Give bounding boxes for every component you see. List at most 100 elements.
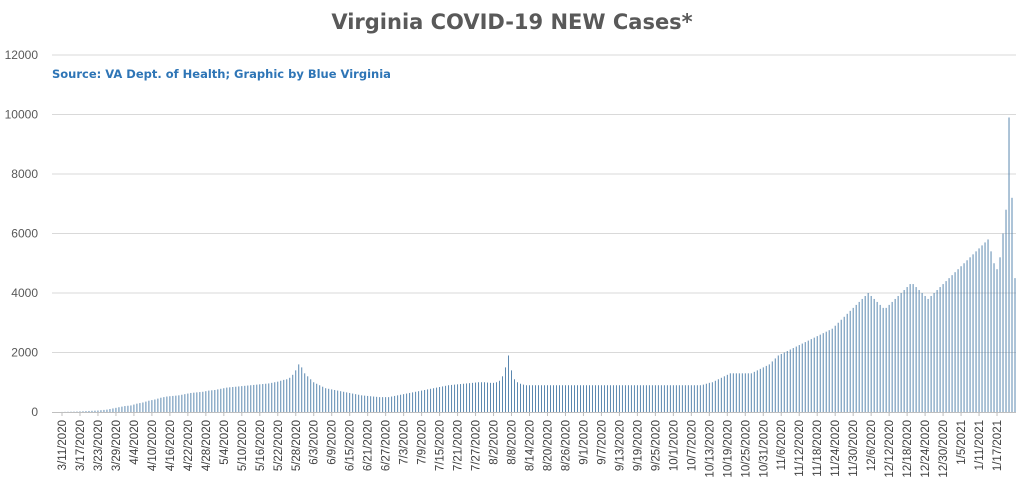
bar (873, 298, 875, 412)
bar (481, 382, 483, 412)
bar (373, 396, 375, 412)
bar (430, 388, 432, 412)
bar (828, 330, 830, 412)
bar (97, 410, 99, 412)
x-tick-label: 3/29/2020 (111, 420, 123, 471)
bar (157, 398, 159, 412)
bar (163, 397, 165, 413)
bar (337, 390, 339, 412)
bar (331, 389, 333, 412)
bar (529, 385, 530, 412)
x-tick-label: 7/15/2020 (435, 420, 447, 471)
x-tick-label: 9/1/2020 (578, 420, 590, 465)
bar (442, 386, 444, 412)
bar (693, 385, 695, 412)
bar (774, 358, 776, 412)
bar (624, 385, 626, 412)
bar (741, 373, 743, 412)
bar (184, 394, 186, 412)
bar (121, 406, 123, 412)
bar (906, 287, 908, 412)
bar (556, 385, 557, 412)
x-tick-label: 3/17/2020 (75, 420, 87, 471)
bar (780, 353, 782, 412)
x-tick-label: 11/12/2020 (794, 420, 806, 477)
x-tick-label: 7/27/2020 (471, 420, 483, 471)
bar (639, 385, 641, 412)
bar (517, 382, 518, 412)
bar (271, 382, 273, 412)
bar (963, 263, 965, 412)
bar (523, 384, 524, 412)
bar (277, 381, 279, 412)
bar (478, 382, 480, 412)
bar (82, 411, 84, 412)
bar (133, 404, 135, 412)
bar (292, 374, 294, 412)
x-tick-label: 8/14/2020 (525, 420, 537, 471)
bar (822, 333, 824, 412)
x-tick-label: 11/18/2020 (812, 420, 824, 477)
bar (846, 313, 848, 412)
x-tick-label: 10/13/2020 (704, 420, 716, 478)
x-tick-label: 12/24/2020 (920, 420, 932, 478)
bar (936, 290, 938, 412)
bar (382, 397, 384, 413)
bar (672, 385, 674, 412)
bar (609, 385, 611, 412)
bar (550, 385, 551, 412)
bar (879, 304, 881, 412)
bar (349, 392, 351, 412)
bar (729, 373, 731, 412)
bar (894, 298, 896, 412)
bar (346, 392, 348, 412)
bar (274, 382, 276, 412)
bar (927, 298, 929, 412)
bar (208, 390, 210, 412)
bar (915, 287, 917, 412)
bar (699, 385, 701, 412)
bar (553, 385, 554, 412)
bar (984, 242, 986, 412)
x-tick-label: 6/15/2020 (345, 420, 357, 471)
bar (834, 325, 836, 412)
bar (975, 251, 977, 412)
bar (211, 390, 213, 412)
bar (397, 395, 399, 412)
bar (145, 401, 147, 412)
y-tick-label: 10000 (5, 108, 39, 122)
bar (759, 368, 761, 412)
bar (1011, 197, 1013, 412)
bar (1008, 117, 1010, 412)
x-tick-label: 5/22/2020 (273, 420, 285, 471)
bar (466, 383, 468, 412)
bar (418, 391, 420, 412)
x-tick-label: 6/21/2020 (363, 420, 375, 471)
bar (79, 411, 81, 412)
bar (112, 408, 114, 412)
y-tick-label: 0 (31, 405, 38, 419)
bar (864, 295, 866, 412)
bar (816, 336, 818, 412)
bar (1005, 209, 1007, 412)
bar (753, 371, 755, 412)
bar (981, 245, 983, 412)
bar (642, 385, 644, 412)
bar (370, 396, 372, 412)
bar (322, 386, 324, 412)
x-tick-label: 10/1/2020 (668, 420, 680, 471)
bar (807, 340, 809, 412)
bar (334, 389, 336, 412)
y-tick-label: 8000 (11, 167, 38, 181)
x-tick-label: 5/10/2020 (237, 420, 249, 471)
bar (681, 385, 683, 412)
bar (882, 307, 884, 413)
bar (325, 388, 327, 412)
bar (301, 367, 303, 413)
bar (202, 391, 204, 412)
x-tick-label: 9/7/2020 (596, 420, 608, 465)
bar (376, 396, 378, 412)
bar (400, 394, 402, 412)
bar (355, 394, 357, 412)
bar (295, 370, 297, 412)
